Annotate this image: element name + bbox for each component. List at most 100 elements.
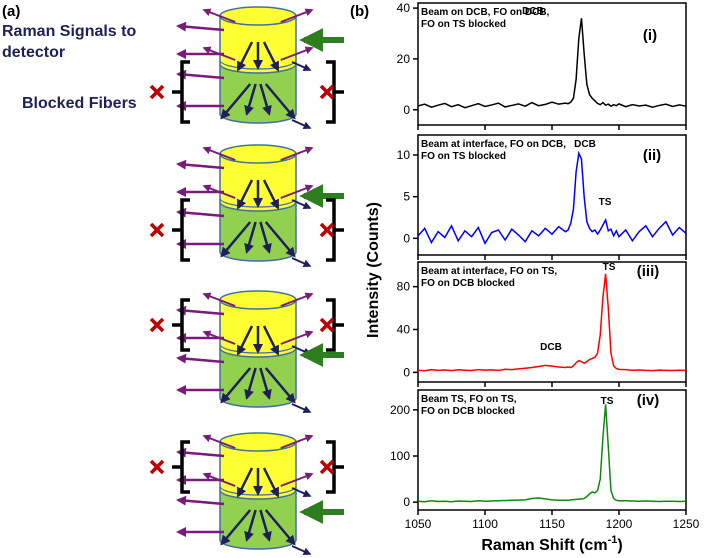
arrow [262, 325, 280, 356]
arrow [202, 472, 236, 487]
cylinder-top [219, 432, 297, 452]
arrow [244, 367, 257, 400]
bracket [326, 198, 344, 262]
cross [149, 317, 165, 333]
y-tick-label: 0 [403, 495, 410, 509]
chart-description: Beam at interface, FO on TS, [421, 266, 557, 277]
arrow [176, 69, 225, 80]
cross [149, 222, 165, 238]
arrow [202, 8, 236, 23]
x-tick-label: 1200 [606, 517, 633, 531]
legend-text: Blocked Fibers [22, 95, 137, 112]
chart-description: Beam on DCB, FO on DCB, [421, 7, 550, 18]
cross [319, 317, 335, 333]
arrow [291, 257, 312, 268]
y-tick-label: 100 [390, 449, 410, 463]
arrow [264, 83, 296, 120]
peak-label: TS [599, 197, 612, 208]
arrow [176, 353, 225, 364]
arrow [280, 434, 314, 449]
x-axis-label-end: ) [617, 537, 622, 554]
panel-label: (a) [2, 3, 20, 20]
chart-description: FO on DCB blocked [421, 278, 515, 289]
arrow [176, 305, 225, 316]
legend-text: detector [2, 44, 65, 61]
arrow [280, 330, 314, 345]
peak-label: TS [601, 396, 614, 407]
x-axis-label: Raman Shift (cm-1) [481, 534, 622, 554]
spectrum-line [417, 150, 687, 245]
arrow [259, 509, 272, 542]
bracket [326, 60, 344, 124]
bracket [326, 440, 344, 494]
peak-label: DCB [540, 342, 562, 353]
panel-number: (i) [643, 27, 657, 44]
cross [319, 84, 335, 100]
y-tick-label: 40 [397, 1, 411, 15]
spectrum-line [417, 273, 687, 372]
arrow [264, 509, 296, 546]
y-tick-label: 200 [390, 403, 410, 417]
chart-description: FO on DCB blocked [421, 406, 515, 417]
y-tick-label: 10 [397, 148, 411, 162]
arrow [291, 545, 312, 556]
cross [319, 459, 335, 475]
arrow [244, 83, 257, 116]
bracket [172, 298, 190, 352]
arrow [259, 221, 272, 254]
cross [319, 222, 335, 238]
x-tick-label: 1250 [673, 517, 700, 531]
x-axis-label-main: Raman Shift (cm [481, 537, 607, 554]
arrow [291, 403, 312, 414]
panel-number: (ii) [643, 147, 661, 164]
spectrum-line [417, 18, 687, 109]
arrow [259, 83, 272, 116]
arrow [202, 146, 236, 161]
bracket [172, 198, 190, 262]
y-tick-label: 20 [397, 52, 411, 66]
cylinder-top [219, 290, 297, 310]
arrow [236, 467, 254, 498]
arrow [236, 179, 254, 210]
chart-description: FO on TS blocked [421, 19, 506, 30]
arrow [244, 221, 257, 254]
y-axis-label: Intensity (Counts) [365, 202, 382, 338]
spectrum-line [417, 404, 687, 503]
arrow [220, 367, 252, 404]
panel-label: (b) [350, 3, 369, 20]
arrow [202, 434, 236, 449]
arrow [264, 221, 296, 258]
arrow [262, 41, 280, 72]
y-tick-label: 5 [403, 190, 410, 204]
peak-label: DCB [522, 6, 544, 17]
peak-label: TS [603, 262, 616, 273]
cylinder-top [219, 144, 297, 164]
bracket [172, 60, 190, 124]
arrow [220, 221, 252, 258]
y-tick-label: 0 [403, 365, 410, 379]
arrow [244, 509, 257, 542]
arrow [202, 184, 236, 199]
arrow [236, 325, 254, 356]
arrow [176, 159, 225, 170]
chart-description: FO on TS blocked [421, 151, 506, 162]
y-tick-label: 0 [403, 103, 410, 117]
cylinder-top [219, 6, 297, 26]
arrow [176, 447, 225, 458]
arrow [202, 292, 236, 307]
arrow [202, 330, 236, 345]
arrow [291, 119, 312, 130]
arrow [280, 472, 314, 487]
bracket [172, 440, 190, 494]
arrow [176, 21, 225, 32]
arrow [280, 292, 314, 307]
arrow [220, 83, 252, 120]
arrow [262, 467, 280, 498]
arrow [280, 8, 314, 23]
panel-number: (iii) [637, 263, 660, 280]
chart-description: Beam TS, FO on TS, [421, 394, 517, 405]
arrow [291, 487, 312, 498]
chart-description: Beam at interface, FO on DCB, [421, 139, 566, 150]
